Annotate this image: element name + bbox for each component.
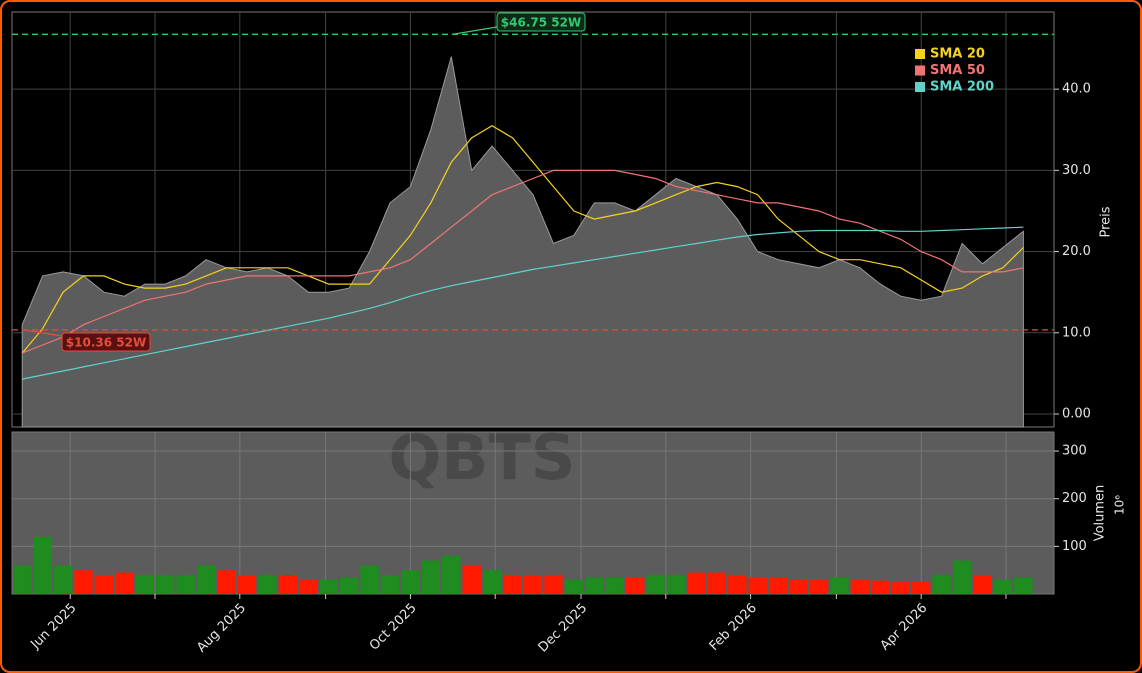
volume-bar: [278, 574, 298, 594]
volume-bar: [809, 579, 829, 594]
sma-line: [22, 226, 1024, 380]
y-tick-label: 30.0: [1062, 163, 1091, 178]
volume-bar: [482, 570, 502, 594]
volume-bar: [973, 574, 992, 594]
volume-bar: [401, 570, 420, 594]
y-axis-label: Volumen: [1093, 485, 1108, 542]
volume-bar: [217, 570, 236, 594]
volume-bar: [74, 570, 93, 594]
legend-label: SMA 200: [930, 80, 994, 95]
volume-bar: [380, 574, 400, 594]
volume-bar: [687, 572, 706, 594]
legend-label: SMA 50: [930, 63, 985, 78]
volume-bar: [1014, 577, 1033, 594]
volume-bar: [115, 572, 134, 594]
volume-bar: [462, 565, 481, 594]
annotation-arrow: [23, 329, 63, 337]
y-tick-label: 200: [1062, 491, 1087, 506]
volume-bar: [442, 555, 461, 594]
legend-swatch: [915, 49, 925, 59]
volume-bar: [952, 560, 972, 594]
y-tick-label: 20.0: [1062, 244, 1091, 259]
volume-bar: [53, 565, 73, 594]
volume-bar: [503, 574, 522, 594]
price-area: [21, 56, 1024, 428]
scale-label: 10⁶: [1113, 495, 1127, 515]
volume-bar: [871, 580, 890, 594]
volume-bar: [748, 577, 767, 594]
watermark-symbol: QBTS: [389, 421, 576, 494]
volume-bar: [421, 560, 441, 594]
volume-bar: [605, 577, 624, 594]
volume-bar: [33, 536, 52, 594]
y-tick-label: 0.00: [1062, 407, 1091, 422]
volume-bar: [625, 577, 645, 594]
legend-swatch: [915, 65, 925, 76]
volume-bar: [932, 574, 951, 594]
volume-bar: [156, 574, 175, 594]
volume-bar: [299, 579, 318, 594]
sma-line: [21, 125, 1024, 354]
volume-panel: [11, 431, 1055, 595]
volume-bar: [176, 574, 195, 594]
volume-bar: [237, 574, 257, 594]
y-axis-label: Preis: [1099, 206, 1114, 237]
volume-bar: [830, 577, 849, 594]
y-tick-label: 10.0: [1062, 325, 1091, 340]
y-tick-label: 40.0: [1062, 82, 1091, 97]
annotation-box: [61, 332, 151, 352]
volume-bar: [666, 574, 686, 594]
y-tick-label: 100: [1062, 539, 1087, 554]
volume-bar: [94, 574, 114, 594]
volume-bar: [789, 579, 808, 594]
volume-bar: [850, 579, 870, 594]
volume-bar: [891, 582, 910, 594]
annotation-label: $10.36 52W: [66, 336, 146, 350]
volume-bar: [523, 574, 543, 594]
volume-bar: [196, 565, 216, 594]
y-tick-label: 300: [1062, 444, 1087, 459]
volume-bar: [13, 565, 32, 594]
volume-bar: [707, 572, 727, 594]
volume-bar: [544, 574, 563, 594]
sma-line: [21, 169, 1024, 354]
annotation-box: [496, 12, 586, 32]
volume-bar: [319, 579, 338, 594]
volume-bar: [912, 582, 931, 594]
volume-bar: [993, 579, 1013, 594]
volume-bar: [646, 574, 665, 594]
volume-bar: [360, 565, 379, 594]
legend-swatch: [915, 82, 925, 92]
volume-bar: [768, 577, 788, 594]
volume-bar: [135, 574, 154, 594]
volume-bar: [728, 574, 747, 594]
annotation-label: $46.75 52W: [501, 16, 581, 30]
volume-bar: [585, 577, 604, 594]
legend-label: SMA 20: [930, 47, 985, 62]
volume-bar: [564, 579, 584, 594]
volume-bar: [258, 574, 277, 594]
annotation-arrow: [451, 26, 498, 35]
volume-bar: [339, 577, 359, 594]
